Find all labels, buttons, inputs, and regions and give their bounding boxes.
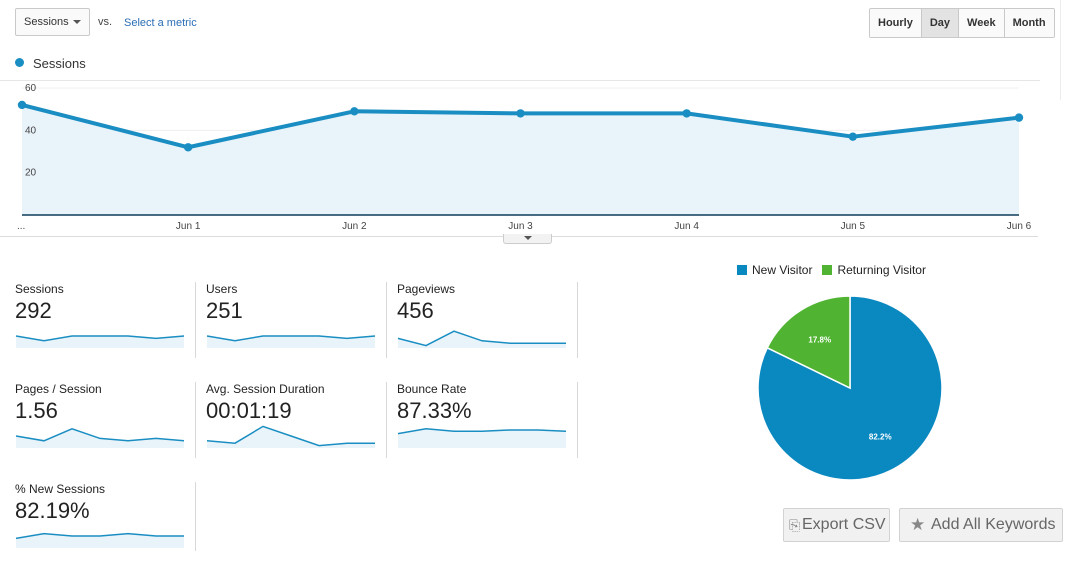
sparkline-line (15, 335, 185, 342)
add-all-keywords-button[interactable]: ★ Add All Keywords (899, 508, 1063, 542)
pie-slice-label: 17.8% (808, 336, 831, 345)
star-icon: ★ (910, 515, 926, 534)
sparkline (15, 532, 184, 548)
scorecard-value: 82.19% (15, 498, 90, 523)
scorecard-divider (195, 282, 196, 358)
sparkline-line (206, 425, 375, 447)
scorecard-divider (386, 382, 387, 458)
scorecard-value: 00:01:19 (206, 398, 292, 423)
legend-returning-visitor: Returning Visitor (837, 263, 926, 277)
sessions-point (1014, 113, 1024, 122)
scorecard-bounce-rate[interactable]: Bounce Rate 87.33% (397, 382, 577, 462)
scorecard-label: Users (206, 282, 238, 296)
select-metric-link[interactable]: Select a metric (124, 17, 197, 29)
scorecard-divider (577, 382, 578, 458)
sparkline (206, 335, 376, 348)
sparkline (397, 330, 566, 348)
x-tick-label: Jun 1 (176, 221, 201, 232)
range-month-button[interactable]: Month (1004, 9, 1054, 37)
metric-select-value: Sessions (24, 16, 69, 28)
sparkline (15, 427, 185, 448)
scorecard-avg-session-duration[interactable]: Avg. Session Duration 00:01:19 (206, 382, 386, 462)
scorecard-divider (577, 282, 578, 358)
scorecard-new-sessions[interactable]: % New Sessions 82.19% (15, 482, 195, 562)
visitor-pie-chart: 82.2% 17.8% (757, 295, 943, 481)
sparkline-line (15, 427, 185, 442)
y-tick-label: 60 (25, 83, 37, 94)
sessions-area (22, 104, 1019, 215)
sessions-point (848, 132, 858, 141)
scorecard-sessions[interactable]: Sessions 292 (15, 282, 195, 362)
scorecard-pages-per-session[interactable]: Pages / Session 1.56 (15, 382, 195, 462)
export-csv-label: Export CSV (802, 516, 886, 533)
sessions-legend-label: Sessions (33, 56, 86, 71)
sessions-point (350, 107, 359, 116)
scorecard-pageviews[interactable]: Pageviews 456 (397, 282, 577, 362)
sessions-point (682, 109, 691, 118)
export-icon: ⎘ (789, 517, 801, 533)
scorecard-label: Pages / Session (15, 382, 102, 396)
sparkline-line (15, 532, 184, 540)
scorecard-value: 87.33% (397, 398, 472, 423)
x-tick-label: Jun 4 (674, 221, 699, 232)
sessions-point (516, 109, 525, 118)
range-week-button[interactable]: Week (959, 9, 1005, 37)
sparkline-area (398, 428, 566, 448)
pie-slice-returning-visitor (766, 295, 851, 390)
chevron-down-icon (524, 236, 532, 240)
sessions-point (17, 100, 27, 110)
vs-label: vs. (98, 16, 113, 28)
x-tick-label: Jun 6 (1007, 221, 1032, 232)
sparkline (15, 335, 185, 348)
sparkline-area (16, 428, 184, 448)
pie-legend: New Visitor Returning Visitor (737, 263, 926, 277)
chart-collapse-handle[interactable] (503, 234, 552, 244)
scorecard-divider (386, 282, 387, 358)
x-tick-label: ... (17, 221, 25, 232)
panel-edge (1060, 0, 1061, 100)
scorecard-label: Pageviews (397, 282, 456, 296)
scorecard-value: 1.56 (15, 398, 58, 423)
scorecard-label: Bounce Rate (397, 382, 467, 396)
sparkline-area (16, 533, 184, 548)
scorecard-label: % New Sessions (15, 482, 106, 496)
metric-select[interactable]: Sessions (15, 8, 90, 36)
caret-down-icon (73, 20, 81, 24)
new-visitor-swatch (737, 265, 747, 275)
sessions-line-chart: 20 40 60... Jun 1 Jun 2 Jun 3 Jun 4 Jun 5 Jun 6 (0, 80, 1040, 237)
sparkline (397, 428, 567, 448)
scorecard-users[interactable]: Users 251 (206, 282, 386, 362)
scorecard-divider (195, 482, 196, 551)
scorecard-label: Avg. Session Duration (206, 382, 325, 396)
y-tick-label: 20 (25, 168, 37, 179)
sparkline-area (207, 426, 375, 448)
range-day-button[interactable]: Day (921, 9, 960, 37)
range-hourly-button[interactable]: Hourly (870, 9, 922, 37)
x-tick-label: Jun 5 (841, 221, 866, 232)
sparkline-line (397, 330, 566, 347)
time-range-group: Hourly Day Week Month (869, 8, 1055, 38)
x-tick-label: Jun 3 (508, 221, 533, 232)
scorecard-divider (195, 382, 196, 458)
sessions-legend-marker (15, 58, 24, 67)
scorecard-value: 456 (397, 298, 434, 323)
sessions-point (183, 143, 193, 152)
scorecard-label: Sessions (15, 282, 64, 296)
y-tick-label: 40 (25, 125, 37, 136)
scorecard-value: 292 (15, 298, 52, 323)
returning-visitor-swatch (822, 265, 833, 275)
sparkline-line (206, 335, 376, 342)
x-tick-label: Jun 2 (342, 221, 367, 232)
add-all-keywords-label: Add All Keywords (931, 516, 1056, 533)
scorecard-value: 251 (206, 298, 243, 323)
sparkline (206, 425, 375, 448)
export-csv-button[interactable]: ⎘ Export CSV (783, 508, 890, 542)
sparkline-line (397, 428, 567, 435)
pie-slice-label: 82.2% (869, 432, 892, 441)
legend-new-visitor: New Visitor (752, 263, 813, 277)
